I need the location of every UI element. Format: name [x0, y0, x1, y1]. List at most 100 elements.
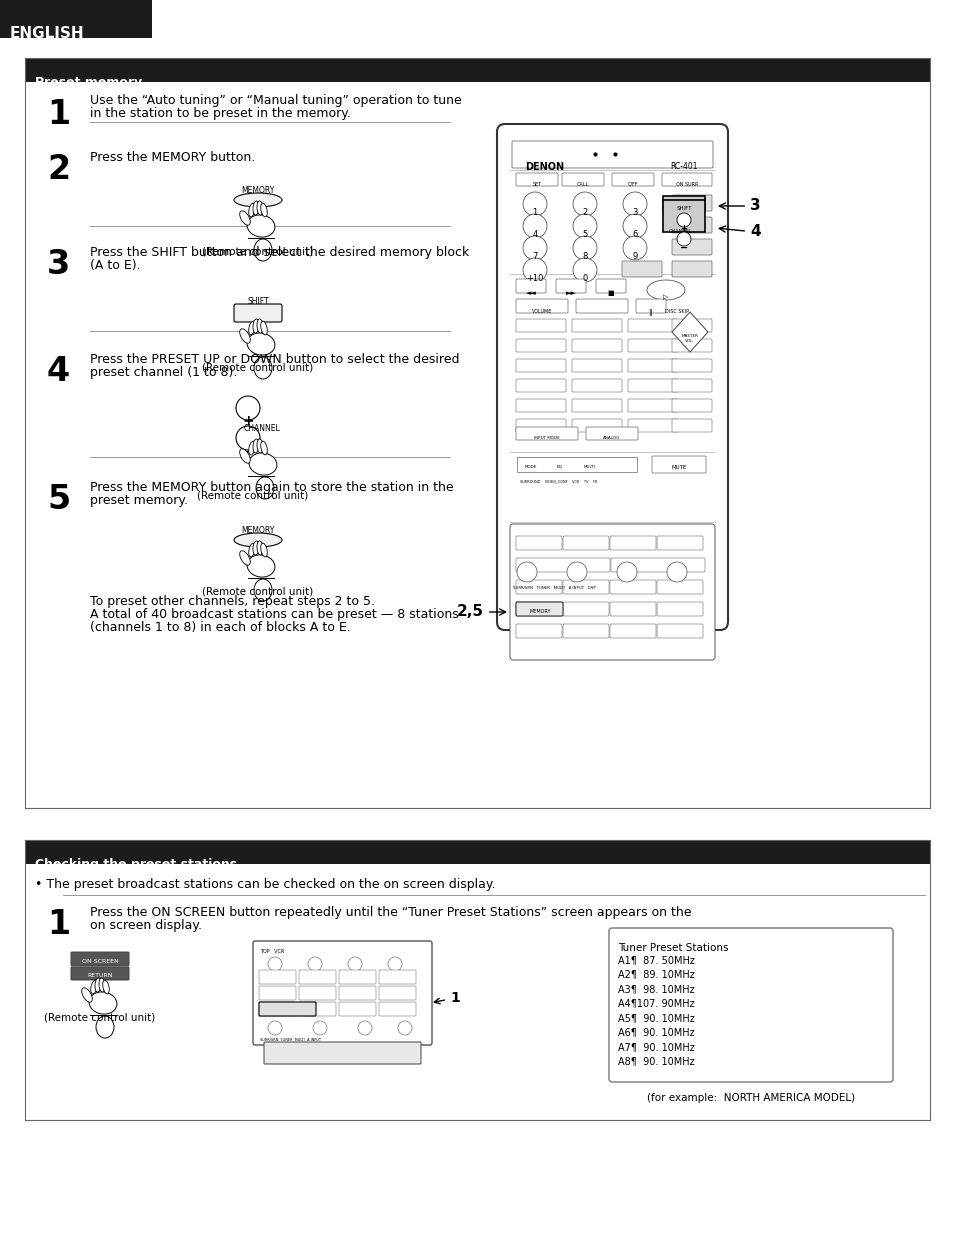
Text: (A to E).: (A to E). — [90, 259, 140, 272]
Text: MUTE: MUTE — [671, 465, 686, 470]
FancyBboxPatch shape — [671, 419, 711, 432]
FancyBboxPatch shape — [516, 280, 545, 293]
Ellipse shape — [91, 980, 97, 993]
FancyBboxPatch shape — [516, 173, 558, 186]
Circle shape — [573, 236, 597, 260]
FancyBboxPatch shape — [671, 239, 711, 255]
Text: 6: 6 — [632, 230, 637, 239]
Text: To preset other channels, repeat steps 2 to 5.: To preset other channels, repeat steps 2… — [90, 595, 375, 609]
FancyBboxPatch shape — [516, 427, 578, 440]
Text: −: − — [679, 242, 687, 254]
Circle shape — [235, 426, 260, 450]
FancyBboxPatch shape — [497, 124, 727, 630]
Text: ANALOG: ANALOG — [602, 435, 620, 440]
Text: Press the ON SCREEN button repeatedly until the “Tuner Preset Stations” screen a: Press the ON SCREEN button repeatedly un… — [90, 905, 691, 919]
FancyBboxPatch shape — [627, 339, 678, 353]
Ellipse shape — [646, 280, 684, 301]
FancyBboxPatch shape — [562, 623, 608, 638]
Text: preset channel (1 to 8).: preset channel (1 to 8). — [90, 366, 237, 379]
Text: ■: ■ — [607, 289, 614, 296]
Circle shape — [622, 192, 646, 216]
Ellipse shape — [103, 980, 110, 993]
Text: (Remote control unit): (Remote control unit) — [45, 1013, 155, 1023]
FancyBboxPatch shape — [596, 280, 625, 293]
Ellipse shape — [260, 322, 267, 335]
Ellipse shape — [249, 442, 255, 455]
Text: ON SCREEN: ON SCREEN — [82, 959, 118, 964]
FancyBboxPatch shape — [609, 536, 656, 550]
Text: ▷: ▷ — [662, 294, 668, 301]
Text: Press the MEMORY button.: Press the MEMORY button. — [90, 151, 255, 165]
FancyBboxPatch shape — [671, 400, 711, 412]
Circle shape — [348, 957, 361, 971]
Text: • The preset broadcast stations can be checked on the on screen display.: • The preset broadcast stations can be c… — [35, 878, 495, 891]
Text: INPUT MODE: INPUT MODE — [534, 435, 559, 440]
Ellipse shape — [99, 978, 105, 992]
Text: on screen display.: on screen display. — [90, 919, 202, 931]
FancyBboxPatch shape — [512, 141, 712, 168]
Text: SHIFT: SHIFT — [676, 207, 691, 212]
Circle shape — [617, 562, 637, 581]
FancyBboxPatch shape — [338, 986, 375, 999]
Circle shape — [573, 214, 597, 238]
FancyBboxPatch shape — [671, 261, 711, 277]
Text: in the station to be preset in the memory.: in the station to be preset in the memor… — [90, 106, 351, 120]
Circle shape — [517, 562, 537, 581]
Bar — [662, 200, 704, 233]
Circle shape — [388, 957, 401, 971]
Text: 7: 7 — [532, 252, 537, 261]
FancyBboxPatch shape — [516, 319, 565, 332]
Polygon shape — [671, 312, 707, 353]
Text: 3: 3 — [47, 247, 71, 281]
FancyBboxPatch shape — [657, 536, 702, 550]
Text: 8: 8 — [581, 252, 587, 261]
Bar — [517, 456, 637, 473]
FancyBboxPatch shape — [572, 419, 621, 432]
Text: ENGLISH: ENGLISH — [10, 26, 85, 41]
FancyBboxPatch shape — [671, 216, 711, 233]
FancyBboxPatch shape — [298, 970, 335, 983]
Ellipse shape — [260, 543, 267, 557]
Ellipse shape — [249, 453, 276, 475]
Ellipse shape — [233, 533, 282, 547]
Text: A3¶  98. 10MHz: A3¶ 98. 10MHz — [618, 983, 694, 995]
Text: DISC SKIP: DISC SKIP — [664, 309, 688, 314]
Ellipse shape — [249, 203, 255, 216]
Text: MASTER
VOL.: MASTER VOL. — [680, 334, 698, 343]
Text: MODE: MODE — [524, 465, 537, 469]
Ellipse shape — [96, 1016, 113, 1038]
FancyBboxPatch shape — [378, 1002, 416, 1016]
Ellipse shape — [253, 357, 272, 379]
FancyBboxPatch shape — [516, 299, 567, 313]
Ellipse shape — [95, 978, 101, 992]
FancyBboxPatch shape — [298, 1002, 335, 1016]
FancyBboxPatch shape — [258, 970, 295, 983]
Text: (Remote control unit): (Remote control unit) — [202, 362, 314, 372]
FancyBboxPatch shape — [572, 400, 621, 412]
Circle shape — [397, 1021, 412, 1035]
Circle shape — [522, 259, 546, 282]
FancyBboxPatch shape — [657, 602, 702, 616]
FancyBboxPatch shape — [621, 261, 661, 277]
Text: CALL: CALL — [577, 182, 589, 187]
Ellipse shape — [239, 449, 250, 463]
Text: (channels 1 to 8) in each of blocks A to E.: (channels 1 to 8) in each of blocks A to… — [90, 621, 351, 635]
Text: MULTI: MULTI — [583, 465, 596, 469]
FancyBboxPatch shape — [671, 195, 711, 212]
Ellipse shape — [253, 319, 259, 333]
Text: SURROUND    VIDEO_CONF    VCR    TV    FR: SURROUND VIDEO_CONF VCR TV FR — [519, 479, 597, 482]
FancyBboxPatch shape — [627, 379, 678, 392]
Text: ◄◄: ◄◄ — [525, 289, 536, 296]
Ellipse shape — [239, 550, 250, 565]
FancyBboxPatch shape — [671, 339, 711, 353]
Text: 4: 4 — [47, 355, 71, 388]
FancyBboxPatch shape — [516, 602, 562, 616]
FancyBboxPatch shape — [609, 623, 656, 638]
Text: A7¶  90. 10MHz: A7¶ 90. 10MHz — [618, 1042, 694, 1051]
Text: 5: 5 — [581, 230, 587, 239]
Text: 2,5: 2,5 — [456, 605, 505, 620]
Text: MEMORY: MEMORY — [241, 526, 274, 534]
FancyBboxPatch shape — [562, 536, 608, 550]
FancyBboxPatch shape — [298, 986, 335, 999]
Text: DENON: DENON — [524, 162, 563, 172]
